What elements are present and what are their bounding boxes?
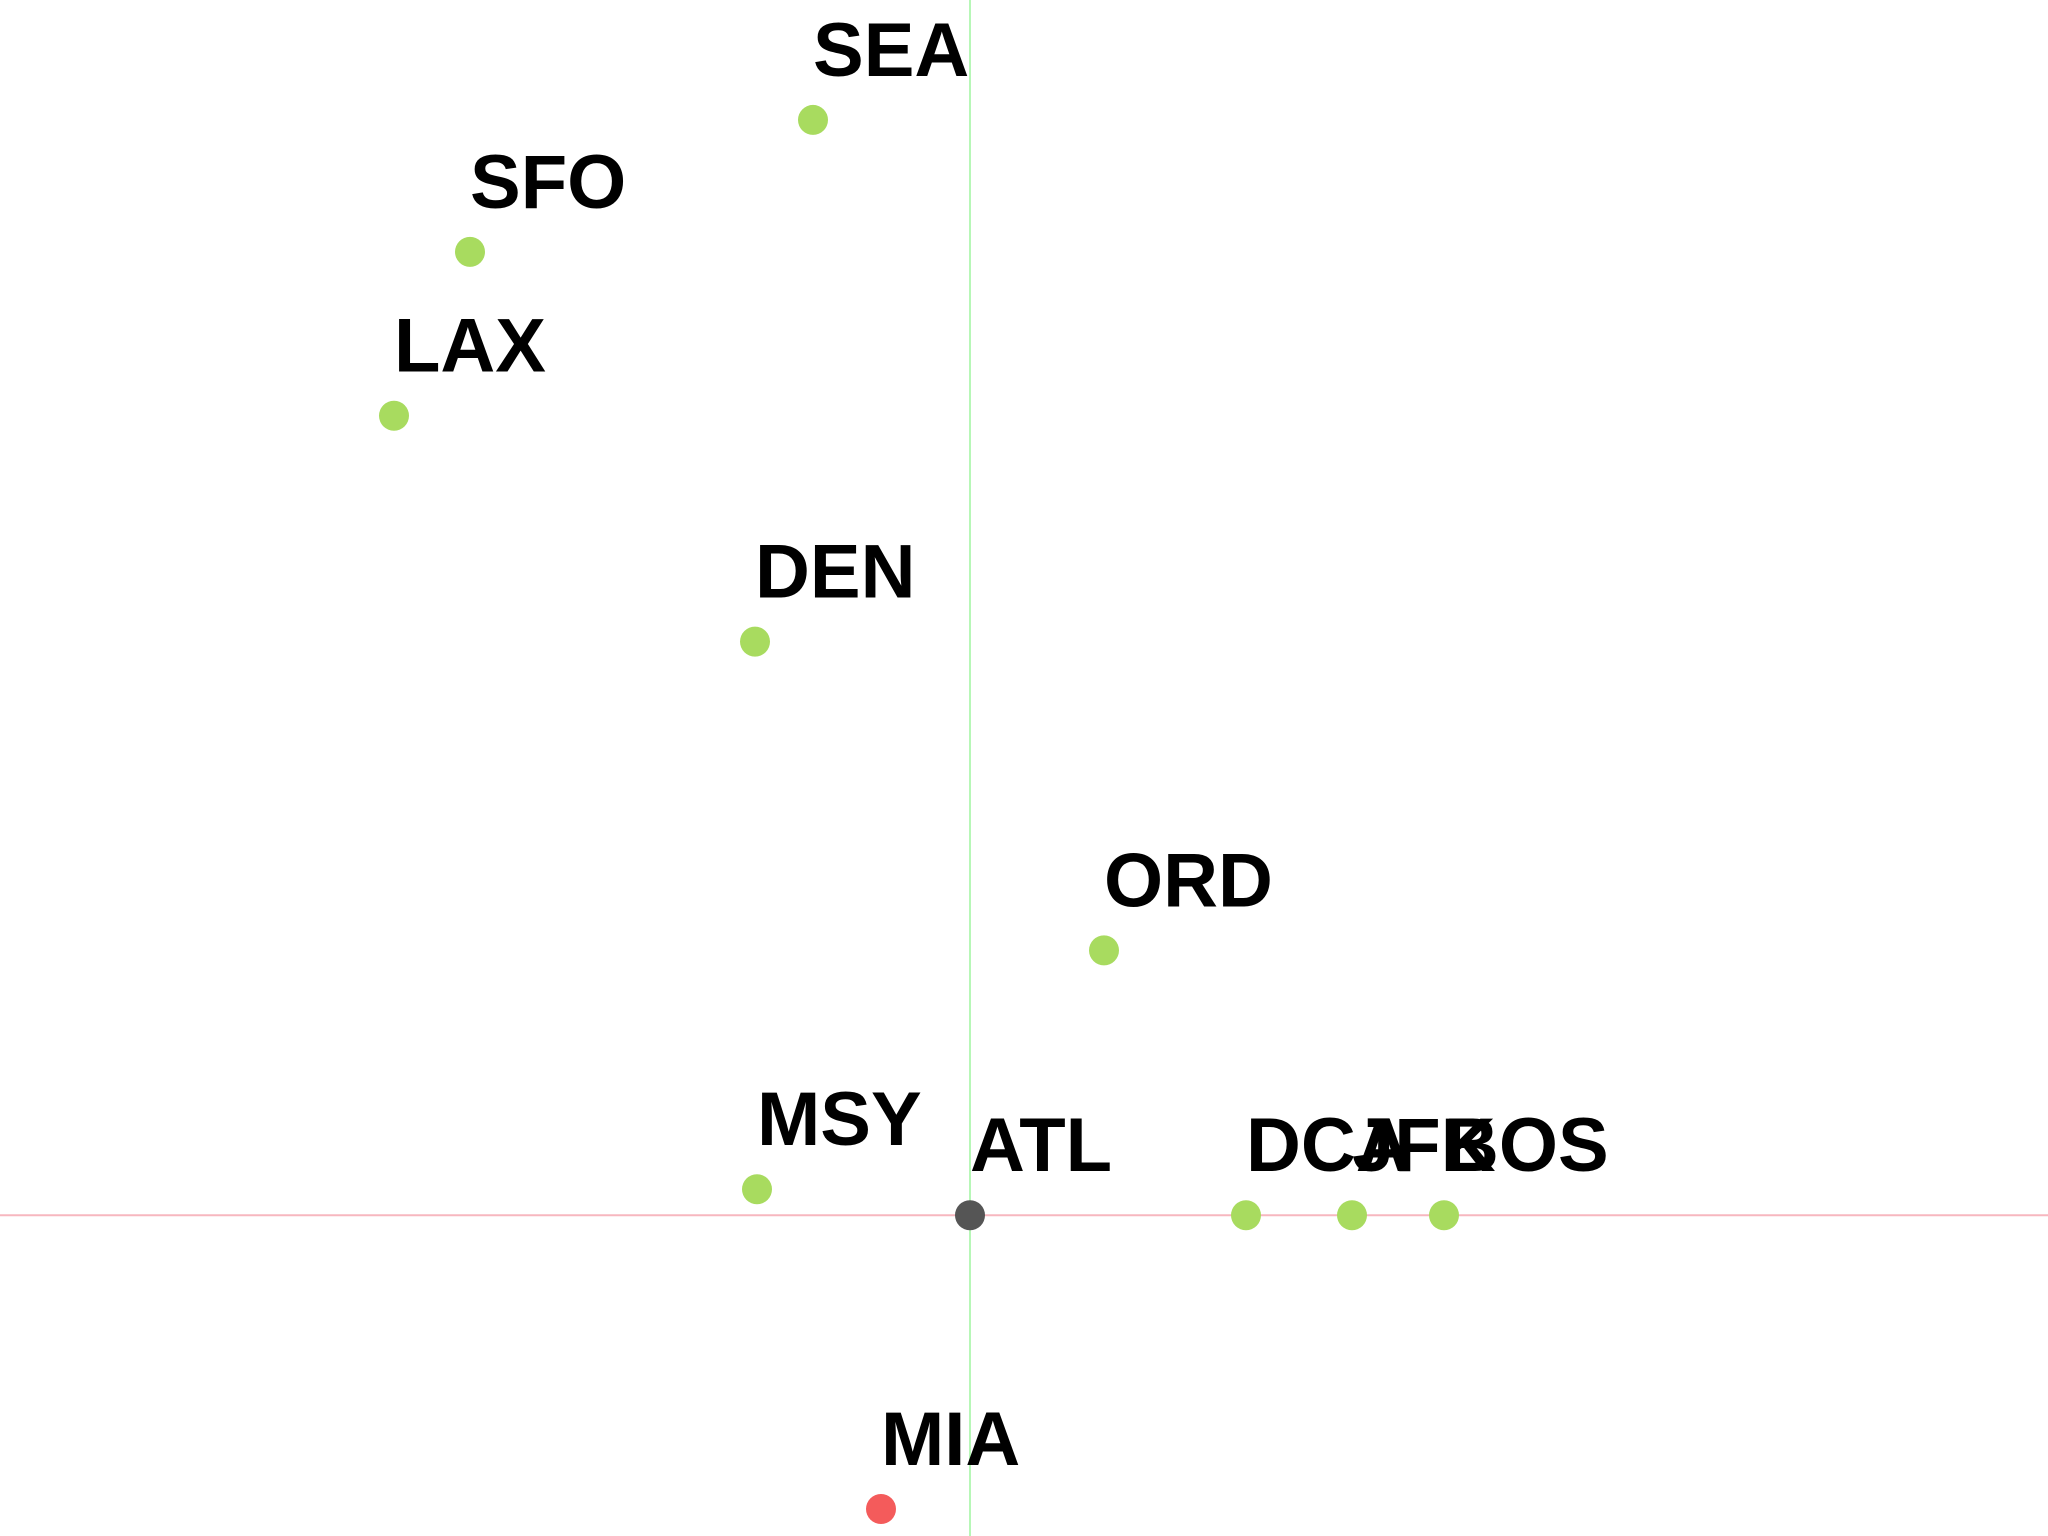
- data-point-atl: [955, 1200, 985, 1231]
- point-label-atl: ATL: [970, 1103, 1112, 1188]
- data-points: [379, 104, 1459, 1525]
- data-point-ord: [1089, 935, 1119, 966]
- data-point-lax: [379, 400, 409, 431]
- data-point-dca: [1231, 1200, 1261, 1231]
- point-label-bos: BOS: [1444, 1103, 1609, 1188]
- point-label-msy: MSY: [757, 1077, 922, 1162]
- point-label-sfo: SFO: [470, 140, 626, 225]
- point-label-den: DEN: [755, 530, 915, 615]
- data-point-msy: [742, 1174, 772, 1205]
- point-label-jfk: JFK: [1352, 1103, 1496, 1188]
- data-point-mia: [866, 1494, 896, 1525]
- data-point-bos: [1429, 1200, 1459, 1231]
- point-label-ord: ORD: [1104, 838, 1273, 923]
- point-label-dca: DCA: [1246, 1103, 1411, 1188]
- data-point-jfk: [1337, 1200, 1367, 1231]
- data-point-sea: [798, 104, 828, 135]
- data-point-den: [740, 626, 770, 657]
- point-label-mia: MIA: [881, 1397, 1020, 1482]
- point-label-lax: LAX: [394, 304, 546, 389]
- point-label-sea: SEA: [813, 8, 969, 93]
- data-point-sfo: [455, 236, 485, 267]
